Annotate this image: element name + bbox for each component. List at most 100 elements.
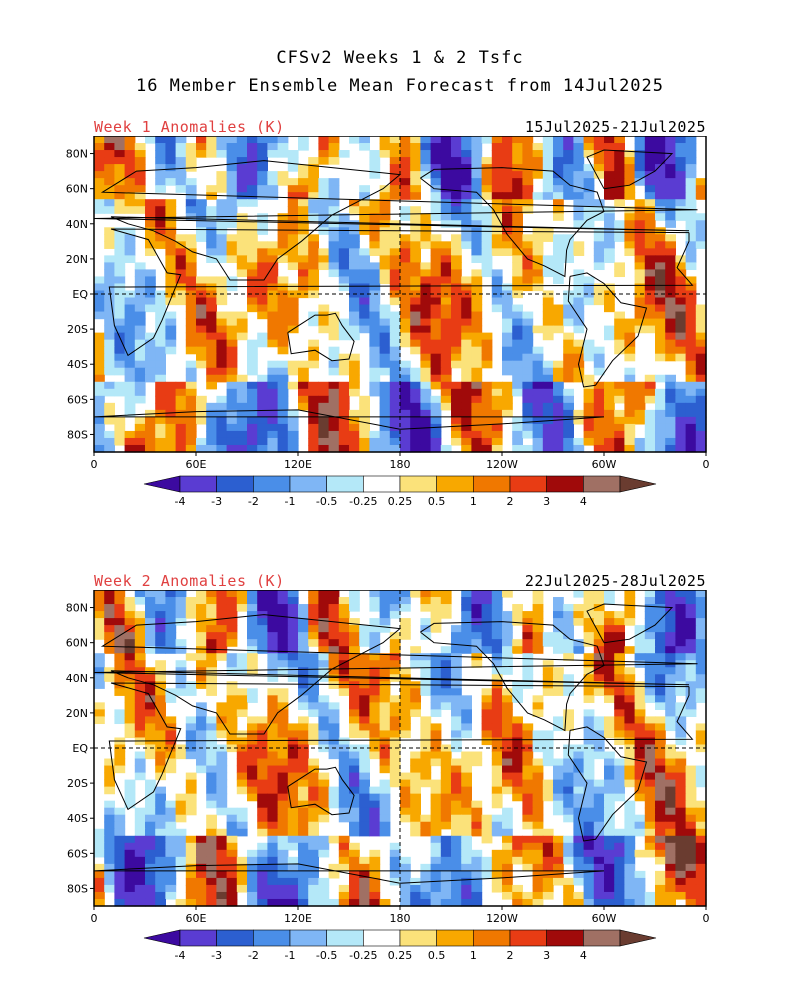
anomaly-cell	[583, 849, 595, 858]
anomaly-cell	[553, 786, 564, 795]
anomaly-cell	[644, 199, 656, 207]
anomaly-cell	[134, 444, 146, 453]
colorbar-swatch	[546, 929, 584, 947]
anomaly-cell	[185, 332, 197, 341]
anomaly-cell	[267, 185, 279, 193]
anomaly-cell	[236, 751, 248, 760]
anomaly-cell	[604, 248, 615, 256]
anomaly-cell	[379, 388, 391, 397]
anomaly-cell	[206, 660, 217, 668]
anomaly-cell	[685, 402, 697, 411]
anomaly-cell	[400, 856, 411, 865]
anomaly-cell	[226, 814, 238, 823]
anomaly-cell	[165, 618, 177, 626]
anomaly-cell	[410, 807, 421, 816]
anomaly-cell	[369, 814, 381, 823]
anomaly-cell	[226, 171, 238, 179]
anomaly-cell	[471, 590, 483, 598]
anomaly-cell	[583, 416, 595, 425]
anomaly-cell	[542, 758, 554, 767]
anomaly-cell	[522, 821, 534, 830]
anomaly-cell	[685, 681, 697, 689]
anomaly-cell	[583, 597, 595, 605]
anomaly-cell	[359, 744, 370, 753]
anomaly-cell	[614, 423, 625, 432]
anomaly-cell	[145, 136, 156, 144]
anomaly-cell	[532, 737, 544, 746]
anomaly-cell	[604, 402, 615, 411]
anomaly-cell	[440, 863, 452, 872]
anomaly-cell	[420, 269, 432, 278]
anomaly-cell	[512, 793, 523, 802]
anomaly-cell	[359, 269, 370, 278]
anomaly-cell	[359, 702, 370, 710]
anomaly-cell	[165, 821, 177, 830]
anomaly-cell	[491, 646, 503, 654]
anomaly-cell	[593, 255, 605, 263]
anomaly-cell	[665, 241, 676, 249]
anomaly-cell	[614, 653, 625, 661]
anomaly-cell	[400, 416, 411, 425]
anomaly-cell	[675, 416, 687, 425]
anomaly-cell	[328, 702, 340, 710]
anomaly-cell	[563, 388, 574, 397]
anomaly-cell	[185, 360, 197, 369]
anomaly-cell	[481, 709, 493, 717]
anomaly-cell	[328, 863, 340, 872]
anomaly-cell	[400, 772, 411, 781]
anomaly-cell	[134, 199, 146, 207]
anomaly-cell	[389, 758, 401, 767]
anomaly-cell	[553, 877, 564, 886]
anomaly-cell	[287, 360, 299, 369]
anomaly-cell	[185, 863, 197, 872]
anomaly-cell	[104, 611, 115, 619]
anomaly-cell	[644, 255, 656, 263]
anomaly-cell	[655, 611, 666, 619]
anomaly-cell	[512, 884, 523, 893]
anomaly-cell	[461, 723, 472, 732]
anomaly-cell	[196, 863, 207, 872]
anomaly-cell	[206, 814, 217, 823]
anomaly-cell	[94, 849, 105, 858]
anomaly-cell	[542, 409, 554, 418]
anomaly-cell	[451, 325, 462, 334]
colorbar-swatch	[253, 475, 291, 493]
anomaly-cell	[287, 248, 299, 256]
anomaly-cell	[287, 730, 299, 739]
anomaly-cell	[430, 437, 442, 446]
anomaly-cell	[451, 632, 462, 640]
anomaly-cell	[379, 311, 391, 320]
anomaly-cell	[491, 674, 503, 682]
anomaly-cell	[461, 178, 472, 186]
anomaly-cell	[593, 849, 605, 858]
anomaly-cell	[277, 891, 289, 900]
anomaly-cell	[267, 639, 279, 647]
anomaly-cell	[308, 632, 319, 640]
anomaly-cell	[308, 884, 319, 893]
anomaly-cell	[389, 332, 401, 341]
anomaly-cell	[104, 632, 115, 640]
anomaly-cell	[236, 150, 248, 158]
anomaly-cell	[420, 318, 432, 327]
lat-label: 60N	[66, 183, 88, 196]
anomaly-cell	[410, 758, 421, 767]
anomaly-cell	[532, 150, 544, 158]
anomaly-cell	[338, 807, 350, 816]
anomaly-cell	[491, 206, 503, 214]
anomaly-cell	[369, 297, 381, 306]
anomaly-cell	[542, 262, 554, 271]
anomaly-cell	[155, 681, 166, 689]
anomaly-cell	[236, 772, 248, 781]
anomaly-cell	[277, 737, 289, 746]
anomaly-cell	[471, 136, 483, 144]
anomaly-cell	[359, 409, 370, 418]
anomaly-cell	[655, 325, 666, 334]
anomaly-cell	[563, 367, 574, 376]
anomaly-cell	[94, 423, 105, 432]
anomaly-cell	[206, 758, 217, 767]
colorbar-tick-label: 0.25	[388, 495, 413, 508]
anomaly-cell	[257, 143, 268, 151]
anomaly-cell	[328, 835, 340, 844]
anomaly-cell	[481, 353, 493, 362]
anomaly-cell	[308, 206, 319, 214]
